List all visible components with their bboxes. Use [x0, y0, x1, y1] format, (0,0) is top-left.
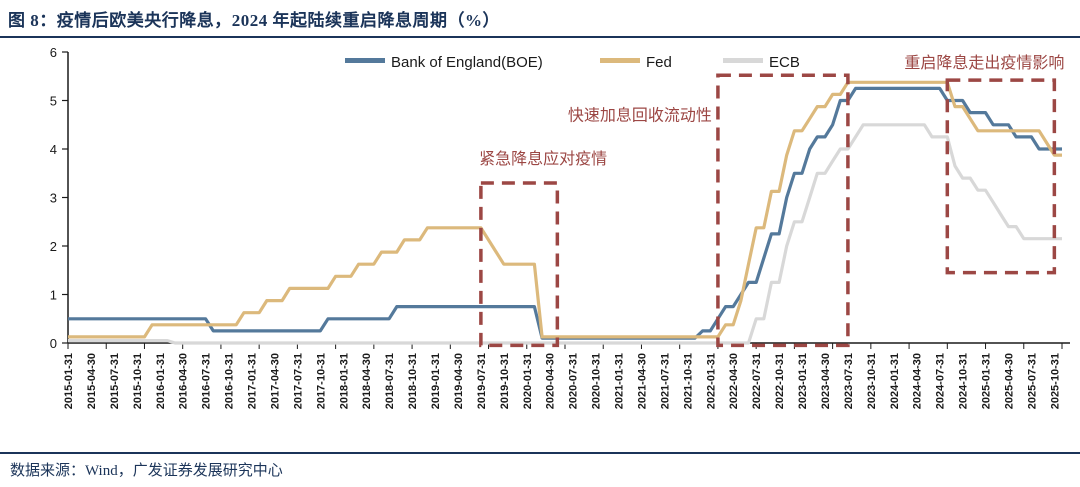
- x-tick-label: 2015-10-31: [132, 353, 144, 409]
- x-tick-label: 2022-01-31: [705, 353, 717, 409]
- figure-title: 图 8：疫情后欧美央行降息，2024 年起陆续重启降息周期（%）: [8, 11, 500, 30]
- title-divider: [0, 36, 1080, 38]
- x-tick-label: 2022-10-31: [774, 353, 786, 409]
- legend-label: Bank of England(BOE): [391, 54, 543, 71]
- x-tick-label: 2018-10-31: [407, 353, 419, 409]
- x-tick-label: 2015-01-31: [63, 353, 75, 409]
- x-tick-label: 2019-01-31: [430, 353, 442, 409]
- x-tick-label: 2017-01-31: [247, 353, 259, 409]
- annotation-box: [716, 73, 850, 348]
- y-tick-label: 2: [50, 239, 57, 254]
- x-tick-label: 2019-04-30: [453, 353, 465, 409]
- x-tick-label: 2025-07-31: [1026, 353, 1038, 409]
- x-tick-label: 2023-10-31: [866, 353, 878, 409]
- x-tick-label: 2015-07-31: [109, 353, 121, 409]
- legend-swatch: [600, 58, 640, 63]
- x-tick-label: 2018-01-31: [338, 353, 350, 409]
- x-tick-label: 2025-01-31: [981, 353, 993, 409]
- annotation-box: [945, 78, 1057, 275]
- x-tick-label: 2025-04-30: [1003, 353, 1015, 409]
- x-tick-label: 2018-07-31: [384, 353, 396, 409]
- x-tick-label: 2016-01-31: [155, 353, 167, 409]
- x-tick-label: 2022-04-30: [728, 353, 740, 409]
- x-tick-label: 2020-04-30: [545, 353, 557, 409]
- y-tick-label: 5: [50, 94, 57, 109]
- legend-label: Fed: [646, 54, 672, 71]
- y-tick-label: 6: [50, 45, 57, 60]
- x-tick-label: 2021-01-31: [614, 353, 626, 409]
- x-tick-label: 2020-07-31: [568, 353, 580, 409]
- x-tick-label: 2023-01-31: [797, 353, 809, 409]
- x-tick-label: 2020-01-31: [522, 353, 534, 409]
- footer-divider: [0, 452, 1080, 454]
- legend: Bank of England(BOE) Fed ECB: [345, 54, 800, 71]
- x-tick-label: 2016-04-30: [178, 353, 190, 409]
- x-tick-label: 2024-07-31: [935, 353, 947, 409]
- annotation-label: 重启降息走出疫情影响: [904, 54, 1064, 72]
- legend-swatch: [723, 58, 763, 63]
- x-tick-label: 2018-04-30: [361, 353, 373, 409]
- annotation-label: 快速加息回收流动性: [568, 106, 712, 124]
- x-tick-label: 2015-04-30: [86, 353, 98, 409]
- series-line-ecb: [68, 123, 1062, 345]
- annotation-box: [479, 181, 560, 348]
- legend-swatch: [345, 58, 385, 63]
- x-tick-label: 2025-10-31: [1049, 353, 1061, 409]
- annotation-label: 紧急降息应对疫情: [479, 149, 607, 168]
- x-tick-label: 2024-01-31: [889, 353, 901, 409]
- legend-label: ECB: [769, 54, 800, 71]
- x-tick-label: 2016-07-31: [201, 353, 213, 409]
- x-tick-label: 2024-04-30: [912, 353, 924, 409]
- axes: 0 1 2 3 4 5 6 2015-01-31 2015-04-30 2015-07-31 201…: [50, 45, 1070, 409]
- x-tick-label: 2017-10-31: [315, 353, 327, 409]
- y-tick-label: 1: [50, 288, 57, 303]
- x-tick-label: 2019-10-31: [499, 353, 511, 409]
- x-tick-label: 2019-07-31: [476, 353, 488, 409]
- x-tick-label: 2016-10-31: [224, 353, 236, 409]
- x-tick-label: 2017-07-31: [292, 353, 304, 409]
- x-tick-label: 2023-04-30: [820, 353, 832, 409]
- x-tick-label: 2021-10-31: [682, 353, 694, 409]
- y-tick-label: 0: [50, 336, 57, 351]
- series-line-fed: [68, 80, 1062, 339]
- x-tick-label: 2024-10-31: [958, 353, 970, 409]
- x-tick-label: 2017-04-30: [269, 353, 281, 409]
- data-source: 数据来源：Wind，广发证券发展研究中心: [10, 463, 283, 479]
- x-tick-label: 2020-10-31: [591, 353, 603, 409]
- x-tick-label: 2022-07-31: [751, 353, 763, 409]
- x-tick-label: 2021-07-31: [659, 353, 671, 409]
- x-tick-label: 2023-07-31: [843, 353, 855, 409]
- y-tick-label: 4: [50, 142, 57, 157]
- y-tick-label: 3: [50, 191, 57, 206]
- x-tick-label: 2021-04-30: [636, 353, 648, 409]
